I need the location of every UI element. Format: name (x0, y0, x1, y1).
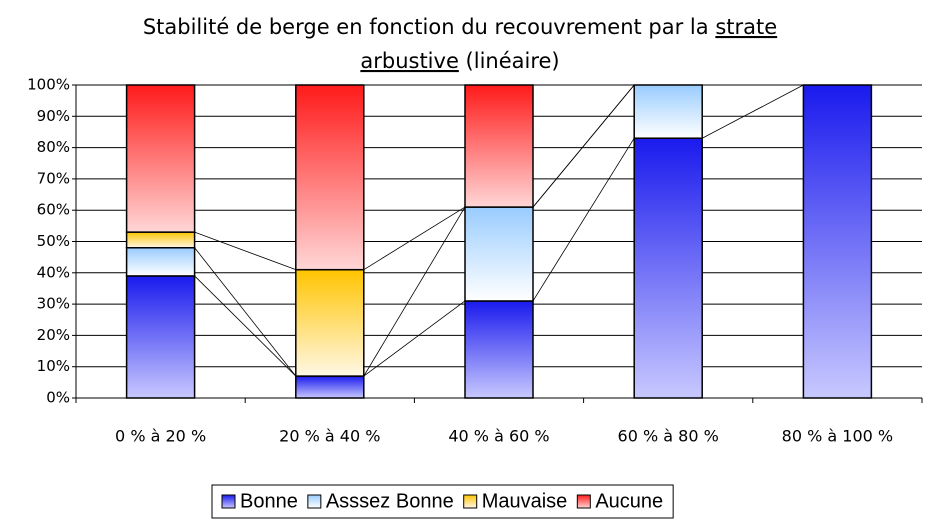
y-tick-label: 30% (37, 295, 70, 313)
x-tick-label: 0 % à 20 % (115, 427, 206, 446)
y-tick-label: 60% (37, 201, 70, 219)
bar-segment (633, 84, 703, 139)
bar-segment (125, 275, 196, 399)
bar-segment (464, 300, 534, 399)
series-line (363, 300, 466, 377)
y-tick-label: 70% (37, 169, 70, 187)
legend-label: Mauvaise (482, 490, 568, 512)
series-line (363, 206, 466, 377)
legend-box (211, 484, 674, 519)
bar-segment (802, 84, 873, 399)
legend-label: Bonne (240, 490, 298, 512)
legend-swatch (221, 494, 236, 509)
series-line (702, 84, 804, 139)
series-line (532, 137, 635, 302)
y-tick-label: 100% (27, 76, 70, 94)
title-part: arbustive (360, 49, 459, 73)
y-tick-label: 90% (37, 107, 70, 125)
title-part: strate (715, 15, 777, 39)
series-line (194, 275, 297, 377)
series-line (532, 84, 635, 208)
bar-segment (125, 84, 196, 233)
legend-swatch (307, 494, 322, 509)
chart-title: arbustive (linéaire) (360, 49, 559, 73)
legend-label: Asssez Bonne (326, 490, 454, 512)
title-part: (linéaire) (466, 49, 560, 73)
x-tick-label: 60 % à 80 % (618, 427, 719, 446)
legend-label: Aucune (595, 490, 663, 512)
bar-segment (464, 206, 534, 302)
legend: Bonne Asssez Bonne Mauvaise Aucune (211, 484, 674, 519)
bar-segment (633, 137, 703, 399)
y-tick-label: 10% (37, 357, 70, 375)
title-part: Stabilité de berge en fonction du recouv… (143, 15, 709, 39)
series-line (194, 247, 297, 377)
bar-segment (295, 84, 365, 271)
x-tick-label: 40 % à 60 % (448, 427, 549, 446)
bar-segment (125, 247, 196, 277)
x-tick-label: 80 % à 100 % (782, 427, 893, 446)
chart-title: Stabilité de berge en fonction du recouv… (143, 15, 777, 39)
y-tick-label: 80% (37, 138, 70, 156)
y-tick-label: 20% (37, 326, 70, 344)
series-line (363, 206, 466, 271)
bar-segment (295, 268, 365, 377)
bar-segment (125, 231, 196, 249)
bar-segment (464, 84, 534, 208)
y-tick-label: 40% (37, 263, 70, 281)
series-line (194, 231, 296, 271)
y-tick-label: 0% (46, 389, 70, 407)
x-tick-label: 20 % à 40 % (279, 427, 380, 446)
bar-segment (295, 375, 365, 399)
legend-swatch (576, 494, 591, 509)
legend-swatch (463, 494, 478, 509)
y-tick-label: 50% (37, 232, 70, 250)
